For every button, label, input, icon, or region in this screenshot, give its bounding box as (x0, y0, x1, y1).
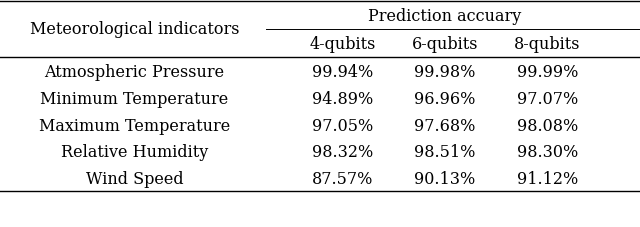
Text: 98.30%: 98.30% (516, 144, 578, 161)
Text: Relative Humidity: Relative Humidity (61, 144, 208, 161)
Text: 94.89%: 94.89% (312, 90, 373, 107)
Text: Atmospheric Pressure: Atmospheric Pressure (44, 64, 225, 81)
Text: 98.32%: 98.32% (312, 144, 373, 161)
Text: 6-qubits: 6-qubits (412, 36, 478, 52)
Text: Meteorological indicators: Meteorological indicators (29, 21, 239, 38)
Text: 97.68%: 97.68% (414, 117, 476, 134)
Text: Maximum Temperature: Maximum Temperature (39, 117, 230, 134)
Text: Minimum Temperature: Minimum Temperature (40, 90, 228, 107)
Text: 97.05%: 97.05% (312, 117, 373, 134)
Text: 99.98%: 99.98% (414, 64, 476, 81)
Text: 98.51%: 98.51% (414, 144, 476, 161)
Text: 4-qubits: 4-qubits (309, 36, 376, 52)
Text: 91.12%: 91.12% (516, 170, 578, 188)
Text: 99.99%: 99.99% (516, 64, 578, 81)
Text: 8-qubits: 8-qubits (514, 36, 580, 52)
Text: 96.96%: 96.96% (414, 90, 476, 107)
Text: 87.57%: 87.57% (312, 170, 373, 188)
Text: Prediction accuary: Prediction accuary (368, 7, 522, 25)
Text: 90.13%: 90.13% (414, 170, 476, 188)
Text: 99.94%: 99.94% (312, 64, 373, 81)
Text: 98.08%: 98.08% (516, 117, 578, 134)
Text: 97.07%: 97.07% (516, 90, 578, 107)
Text: Wind Speed: Wind Speed (86, 170, 183, 188)
